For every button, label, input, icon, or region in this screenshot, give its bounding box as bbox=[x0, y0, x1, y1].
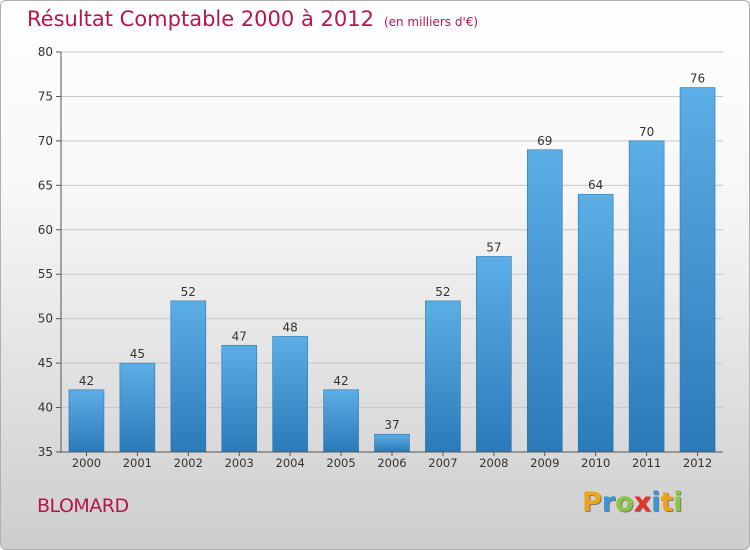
bar bbox=[425, 300, 461, 453]
proxiti-logo[interactable]: Proxiti bbox=[582, 487, 683, 518]
logo-letter: r bbox=[601, 487, 616, 518]
y-tick-label: 70 bbox=[38, 134, 53, 148]
y-tick-label: 80 bbox=[38, 45, 53, 59]
data-label: 45 bbox=[130, 347, 145, 361]
data-label: 76 bbox=[690, 72, 705, 86]
data-label: 52 bbox=[435, 285, 450, 299]
x-tick-label: 2000 bbox=[72, 456, 101, 470]
y-tick-label: 55 bbox=[38, 267, 53, 281]
data-label: 57 bbox=[486, 240, 501, 254]
logo-letter: o bbox=[615, 487, 634, 518]
y-axis: 35 40 45 50 55 60 65 70 75 80 bbox=[38, 45, 62, 459]
bar bbox=[221, 345, 258, 453]
bar bbox=[68, 389, 105, 453]
y-tick-label: 40 bbox=[38, 401, 53, 415]
logo-letter: P bbox=[582, 487, 602, 518]
x-tick-label: 2002 bbox=[174, 456, 203, 470]
data-label: 64 bbox=[588, 178, 603, 192]
data-label: 47 bbox=[232, 329, 247, 343]
data-label: 42 bbox=[79, 374, 94, 388]
x-tick-label: 2012 bbox=[683, 456, 712, 470]
bar bbox=[374, 433, 410, 453]
logo-letter: i bbox=[673, 487, 683, 518]
bar bbox=[577, 193, 614, 453]
x-axis: 2000 2001 2002 2003 2004 2005 2006 2007 2008 2009… bbox=[61, 451, 723, 470]
logo-letter: x bbox=[633, 487, 652, 518]
x-tick-label: 2007 bbox=[428, 456, 457, 470]
x-tick-label: 2011 bbox=[632, 456, 661, 470]
bar bbox=[323, 389, 359, 453]
data-label: 42 bbox=[333, 374, 348, 388]
bar bbox=[628, 140, 665, 453]
bar bbox=[679, 87, 716, 453]
bar bbox=[526, 149, 563, 453]
x-tick-label: 2003 bbox=[225, 456, 254, 470]
y-tick-label: 75 bbox=[38, 89, 53, 103]
y-tick-label: 65 bbox=[38, 178, 53, 192]
y-tick-label: 35 bbox=[38, 445, 53, 459]
chart-title-block: Résultat Comptable 2000 à 2012 (en millie… bbox=[27, 7, 478, 31]
bars: 42 45 52 47 48 42 37 52 57 69 64 70 76 bbox=[68, 72, 716, 453]
x-tick-label: 2006 bbox=[377, 456, 406, 470]
data-label: 70 bbox=[639, 125, 654, 139]
data-label: 48 bbox=[283, 320, 298, 334]
data-label: 37 bbox=[384, 418, 399, 432]
x-tick-label: 2004 bbox=[276, 456, 305, 470]
logo-letter: t bbox=[660, 487, 674, 518]
y-tick-label: 60 bbox=[38, 223, 53, 237]
x-tick-label: 2001 bbox=[123, 456, 152, 470]
x-tick-label: 2009 bbox=[530, 456, 559, 470]
x-tick-label: 2010 bbox=[581, 456, 610, 470]
chart-unit: (en milliers d'€) bbox=[383, 15, 479, 29]
bar bbox=[119, 362, 156, 453]
town-name: BLOMARD bbox=[37, 495, 129, 517]
data-label: 69 bbox=[537, 134, 552, 148]
y-tick-label: 45 bbox=[38, 356, 53, 370]
y-tick-label: 50 bbox=[38, 312, 53, 326]
bar bbox=[170, 300, 207, 453]
x-tick-label: 2008 bbox=[479, 456, 508, 470]
chart-title: Résultat Comptable 2000 à 2012 bbox=[27, 7, 374, 31]
gridlines bbox=[61, 51, 723, 453]
logo-letter: i bbox=[651, 487, 661, 518]
bar bbox=[272, 336, 308, 453]
x-tick-label: 2005 bbox=[326, 456, 355, 470]
bar bbox=[476, 256, 512, 453]
data-label: 52 bbox=[181, 285, 196, 299]
